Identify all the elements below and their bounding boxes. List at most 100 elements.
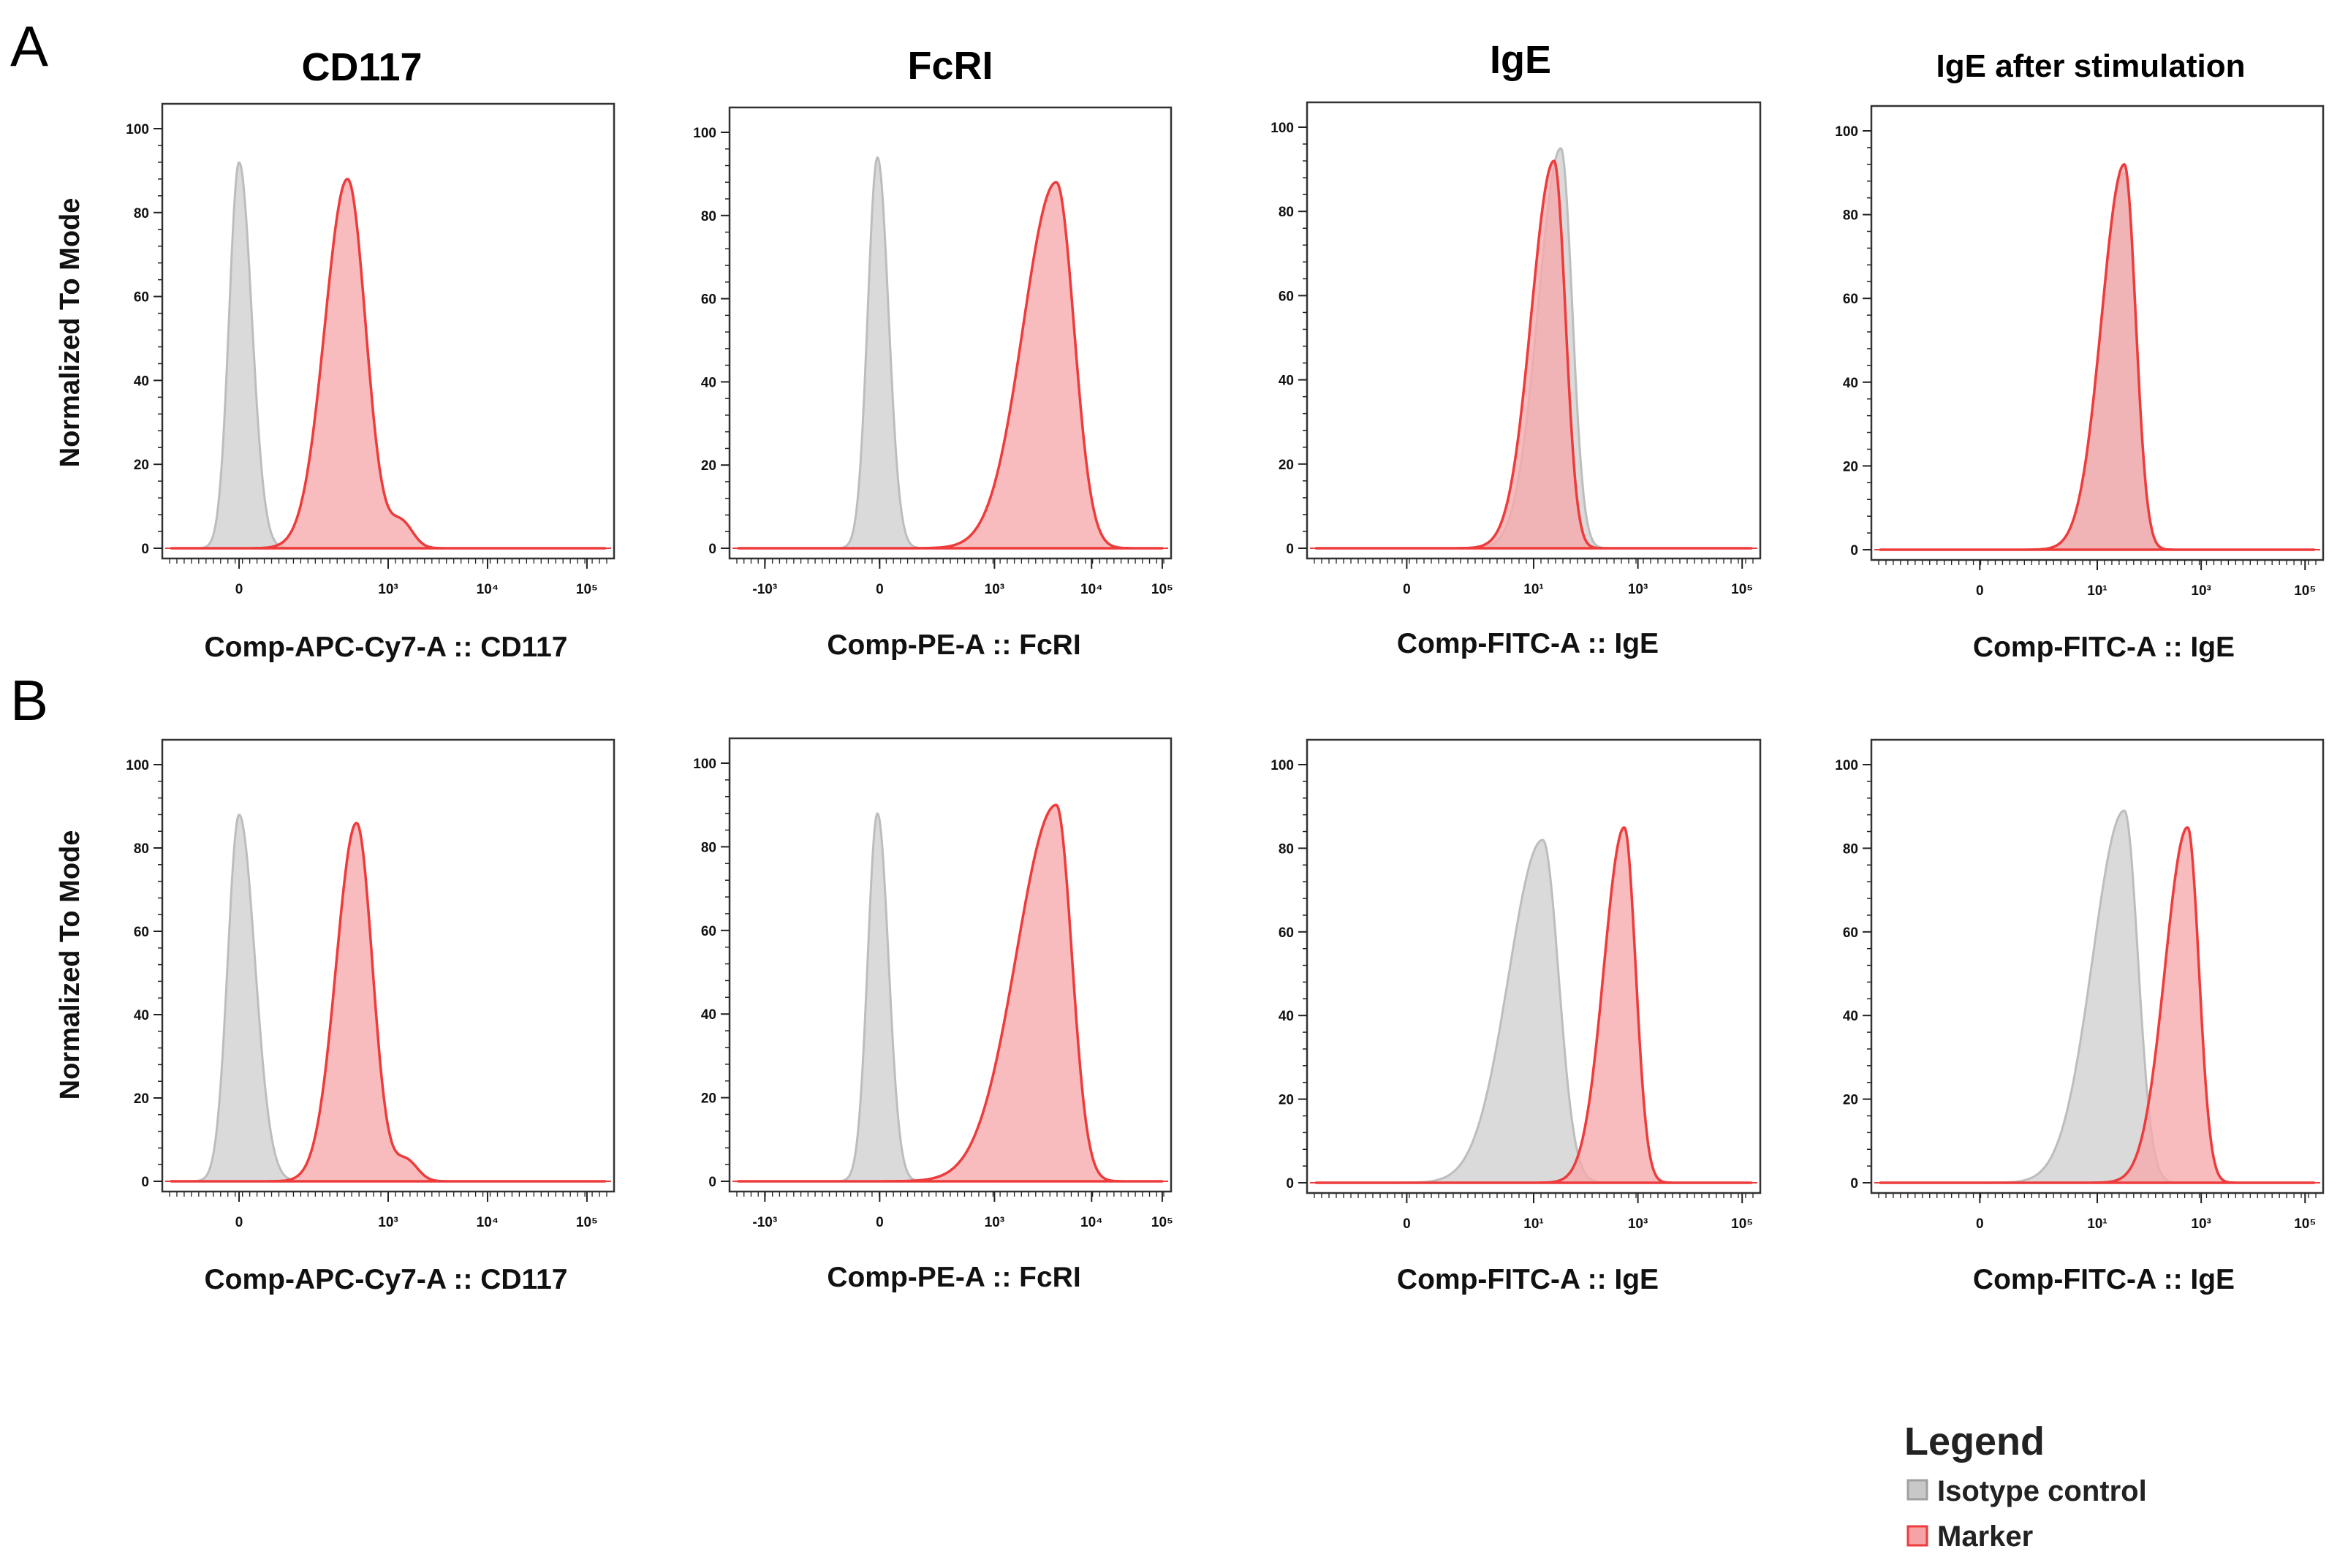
legend-title: Legend: [1904, 1420, 2045, 1463]
x-tick-label: 0: [876, 1215, 884, 1230]
plot-frame: [728, 737, 1173, 1193]
y-tick-label: 100: [1270, 121, 1294, 136]
y-tick-label: 40: [1279, 374, 1294, 389]
x-tick-label: 10⁵: [1731, 1216, 1753, 1232]
x-tick-label: 0: [235, 582, 243, 597]
y-tick-label: 60: [1843, 292, 1858, 307]
y-tick-label: 20: [134, 1091, 149, 1107]
legend-swatch-marker: [1906, 1525, 1928, 1547]
y-tick-label: 80: [1843, 208, 1858, 224]
x-tick-label: 10⁵: [576, 1215, 598, 1230]
panel-label-b: B: [10, 668, 48, 732]
y-tick-label: 20: [1279, 458, 1294, 473]
y-tick-label: 40: [134, 374, 149, 389]
y-tick-label: 40: [701, 375, 716, 390]
marker-histogram: [737, 181, 1164, 550]
x-axis-label: Comp-FITC-A :: IgE: [1973, 632, 2235, 663]
y-tick-label: 60: [134, 925, 149, 940]
marker-histogram: [1314, 159, 1753, 550]
y-tick-label: 40: [1279, 1009, 1294, 1024]
y-tick-label: 60: [701, 292, 716, 308]
legend-label-isotype: Isotype control: [1937, 1475, 2147, 1507]
x-tick-label: 10⁵: [1731, 582, 1753, 597]
y-tick-label: 0: [141, 1175, 149, 1190]
y-tick-label: 20: [134, 458, 149, 473]
x-tick-label: 0: [1403, 582, 1411, 597]
y-tick-label: 100: [693, 757, 716, 772]
y-tick-label: 20: [1279, 1093, 1294, 1108]
x-tick-label: 10³: [985, 582, 1004, 597]
y-tick-label: 100: [126, 758, 149, 773]
y-tick-label: 60: [134, 290, 149, 306]
y-tick-label: 20: [1843, 459, 1858, 474]
x-tick-label: 10³: [2191, 1216, 2211, 1232]
isotype-histogram: [1879, 809, 2316, 1184]
x-tick-label: 0: [876, 582, 884, 597]
isotype-histogram: [737, 156, 1164, 550]
y-tick-label: 0: [708, 1175, 716, 1190]
x-tick-label: 10³: [2191, 583, 2211, 599]
x-tick-label: 0: [1403, 1216, 1411, 1232]
y-tick-label: 100: [1835, 124, 1858, 140]
x-tick-label: 10⁵: [2294, 583, 2316, 599]
x-tick-label: 10³: [1628, 582, 1648, 597]
y-tick-label: 100: [1835, 758, 1858, 773]
x-tick-label: 0: [235, 1215, 243, 1230]
y-tick-label: 20: [701, 1091, 716, 1107]
y-tick-label: 100: [126, 122, 149, 137]
x-tick-label: 10³: [378, 582, 398, 597]
x-tick-label: 10¹: [1523, 1216, 1543, 1232]
y-tick-label: 80: [1279, 841, 1294, 857]
marker-histogram: [737, 803, 1164, 1183]
y-tick-label: 80: [1843, 841, 1858, 857]
y-tick-label: 0: [1286, 1176, 1294, 1192]
y-tick-label: 0: [1850, 543, 1858, 558]
panel-label-a: A: [10, 14, 48, 78]
x-tick-label: 10³: [378, 1215, 398, 1230]
column-title-ige-after-stimulation: IgE after stimulation: [1936, 48, 2246, 84]
x-axis-label: Comp-FITC-A :: IgE: [1973, 1264, 2235, 1295]
x-tick-label: 10⁵: [1151, 1215, 1173, 1230]
x-tick-label: 10⁴: [477, 582, 499, 597]
isotype-histogram: [1314, 838, 1753, 1184]
y-axis-label-row-b: Normalized To Mode: [55, 830, 86, 1100]
y-tick-label: 60: [1843, 925, 1858, 941]
x-tick-label: 10⁴: [1080, 582, 1103, 597]
y-tick-label: 80: [701, 209, 716, 224]
x-axis-label: Comp-PE-A :: FcRI: [827, 629, 1080, 661]
plot-frame: [728, 106, 1173, 560]
y-tick-label: 20: [1843, 1093, 1858, 1108]
column-title-ige: IgE: [1490, 38, 1551, 82]
y-tick-label: 80: [134, 841, 149, 857]
y-tick-label: 40: [1843, 376, 1858, 391]
x-tick-label: -10³: [752, 582, 777, 597]
x-axis-label: Comp-FITC-A :: IgE: [1397, 628, 1659, 659]
y-tick-label: 80: [701, 840, 716, 855]
x-tick-label: 10⁴: [477, 1215, 499, 1230]
x-tick-label: 0: [1976, 583, 1984, 599]
y-tick-label: 80: [1279, 205, 1294, 220]
x-axis-label: Comp-PE-A :: FcRI: [827, 1262, 1080, 1293]
y-tick-label: 0: [1850, 1176, 1858, 1192]
y-tick-label: 40: [1843, 1009, 1858, 1024]
x-tick-label: -10³: [752, 1215, 777, 1230]
x-tick-label: 10¹: [2087, 1216, 2107, 1232]
legend-swatch-isotype: [1906, 1479, 1928, 1501]
x-tick-label: 10¹: [2087, 583, 2107, 599]
y-axis-label-row-a: Normalized To Mode: [55, 198, 86, 468]
x-axis-label: Comp-APC-Cy7-A :: CD117: [205, 632, 568, 663]
y-tick-label: 40: [701, 1007, 716, 1023]
y-tick-label: 0: [141, 542, 149, 557]
y-tick-label: 20: [701, 458, 716, 474]
x-tick-label: 10⁴: [1080, 1215, 1103, 1230]
x-tick-label: 10³: [985, 1215, 1004, 1230]
y-tick-label: 0: [708, 542, 716, 557]
y-tick-label: 60: [1279, 289, 1294, 304]
